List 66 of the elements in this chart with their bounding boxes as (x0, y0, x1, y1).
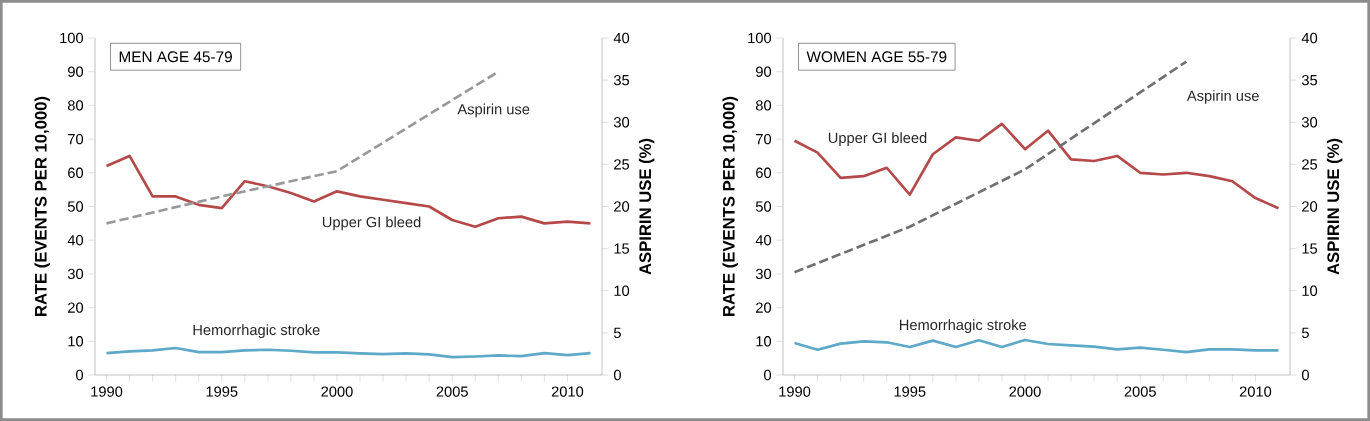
y-tick-label: 70 (68, 133, 84, 145)
y2-tick-label: 5 (613, 327, 621, 338)
y-tick-label: 40 (755, 235, 772, 246)
line-series (793, 122, 1280, 210)
line-series (105, 154, 592, 229)
text: WOMEN AGE 55-79 (806, 51, 947, 63)
y-tick-label: 0 (764, 369, 772, 381)
line-series (793, 338, 1280, 354)
y2-tick-label: 20 (614, 201, 630, 212)
series-label: Hemorrhagic stroke (900, 319, 1027, 333)
y2-tick-label: 35 (1301, 74, 1318, 86)
y-tick-label: 70 (756, 133, 772, 145)
series-label: Upper GI bleed (322, 216, 421, 231)
y2-tick-label: 35 (613, 74, 630, 86)
x-tick-label: 2010 (1239, 386, 1272, 397)
y-axis-title: RATE (EVENTS PER 10,000) (34, 96, 50, 316)
y-tick-label: 90 (68, 66, 84, 77)
x-tick-label: 1995 (206, 386, 238, 397)
x-tick-label: 2005 (436, 386, 468, 397)
y-tick-label: 10 (68, 336, 84, 347)
y-tick-label: 20 (756, 302, 772, 313)
x-tick-label: 1990 (91, 386, 123, 397)
y2-tick-label: 40 (613, 32, 630, 44)
y-tick-label: 100 (748, 32, 772, 44)
y-tick-label: 90 (756, 66, 772, 77)
y2-tick-label: 0 (613, 369, 621, 381)
y-tick-label: 60 (68, 167, 84, 178)
y-tick-label: 40 (67, 235, 84, 246)
y-tick-label: 30 (67, 268, 84, 280)
line-series (105, 346, 592, 359)
y-tick-label: 0 (76, 369, 84, 381)
x-tick-label: 2010 (551, 386, 584, 397)
y2-tick-label: 0 (1301, 369, 1309, 381)
y2-tick-label: 30 (613, 117, 630, 128)
y-tick-label: 60 (756, 167, 772, 178)
y-tick-label: 100 (60, 32, 84, 44)
y2-tick-label: 25 (614, 159, 630, 170)
y2-tick-label: 25 (1302, 159, 1318, 170)
series-label: Aspirin use (457, 103, 530, 118)
y2-tick-label: 40 (1301, 32, 1318, 44)
y2-tick-label: 15 (614, 243, 630, 254)
y2-tick-label: 10 (614, 285, 630, 296)
y2-tick-label: 30 (1301, 117, 1318, 128)
y-tick-label: 50 (755, 201, 772, 212)
text: MEN AGE 45-79 (119, 51, 232, 63)
x-tick-label: 2000 (1009, 386, 1041, 397)
y-tick-label: 20 (68, 302, 84, 313)
y2-tick-label: 20 (1302, 201, 1318, 212)
x-tick-label: 1995 (894, 386, 926, 397)
y2-tick-label: 10 (1302, 285, 1318, 296)
y2-axis-title: ASPIRIN USE (%) (638, 138, 655, 275)
y2-axis-title: ASPIRIN USE (%) (1326, 138, 1343, 275)
y-tick-label: 80 (67, 100, 84, 111)
x-tick-label: 2005 (1124, 386, 1156, 397)
y-tick-label: 80 (755, 100, 772, 111)
y-tick-label: 50 (67, 201, 84, 212)
y-tick-label: 30 (755, 268, 772, 280)
x-tick-label: 2000 (321, 386, 353, 397)
y-tick-label: 10 (756, 336, 772, 347)
y-axis-title: RATE (EVENTS PER 10,000) (722, 96, 738, 316)
series-label: Hemorrhagic stroke (193, 324, 320, 339)
series-label: Upper GI bleed (828, 132, 927, 146)
x-tick-label: 1990 (779, 386, 811, 397)
series-label: Aspirin use (1186, 90, 1259, 104)
y2-tick-label: 5 (1301, 327, 1309, 338)
y2-tick-label: 15 (1302, 243, 1318, 254)
